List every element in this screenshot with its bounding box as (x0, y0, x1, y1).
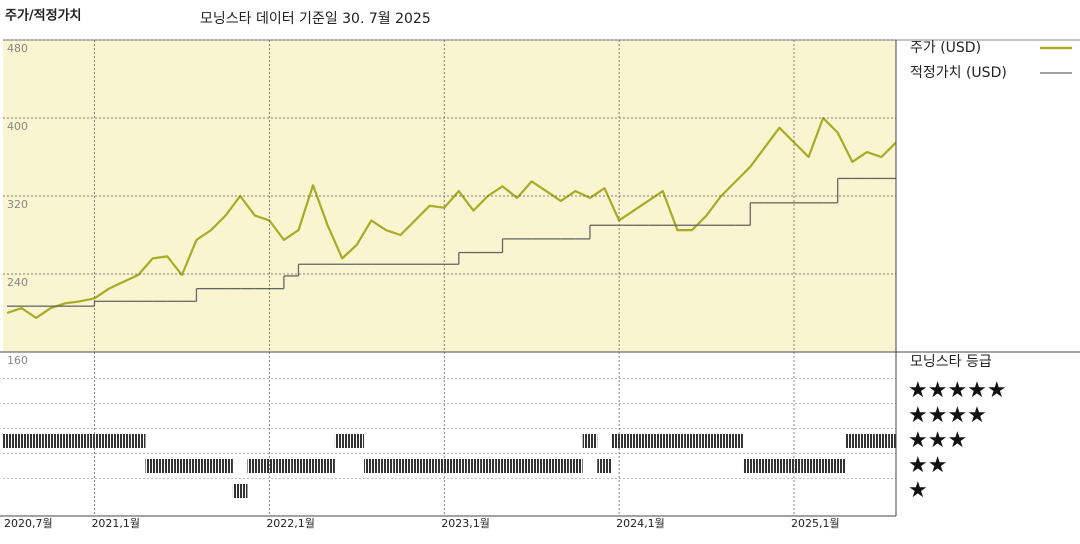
y-tick-label: 240 (7, 276, 28, 289)
rating-bar (699, 434, 714, 448)
rating-bar (58, 434, 73, 448)
rating-bar (43, 434, 59, 448)
rating-label: ★ (908, 478, 928, 503)
rating-bar (145, 459, 161, 473)
rating-bar (640, 434, 656, 448)
rating-bar (189, 459, 204, 473)
rating-bar (597, 459, 612, 473)
rating-bar (116, 434, 131, 448)
rating-bar (655, 434, 671, 448)
subtitle: 모닝스타 데이터 기준일 30. 7월 2025 (200, 11, 431, 27)
rating-bar (422, 459, 437, 473)
rating-bar (728, 434, 743, 448)
legend-label: 적정가치 (USD) (910, 65, 1007, 81)
rating-bar (538, 459, 554, 473)
rating-bar (553, 459, 569, 473)
rating-bar (451, 459, 467, 473)
rating-bar (801, 459, 816, 473)
y-tick-label: 400 (7, 120, 28, 133)
rating-bar (378, 459, 394, 473)
rating-bar (305, 459, 321, 473)
rating-bar (14, 434, 29, 448)
rating-label: ★★★★★ (908, 378, 1007, 403)
x-tick-label: 2022,1월 (266, 517, 315, 530)
rating-bar (101, 434, 117, 448)
rating-bar (757, 459, 773, 473)
title: 주가/적정가치 (5, 8, 82, 24)
rating-bar (495, 459, 510, 473)
rating-bar (203, 459, 219, 473)
rating-bar (713, 434, 729, 448)
rating-bar (334, 434, 350, 448)
rating-bar (480, 459, 496, 473)
rating-bar (72, 434, 88, 448)
rating-bar (524, 459, 539, 473)
rating-label: ★★ (908, 453, 947, 478)
rating-bar (160, 459, 175, 473)
y-tick-label: 480 (7, 42, 28, 55)
rating-bar (815, 459, 831, 473)
rating-label: ★★★★ (908, 403, 987, 428)
rating-bar (626, 434, 641, 448)
rating-bar (3, 434, 15, 448)
rating-bar (349, 434, 365, 448)
rating-bar (174, 459, 190, 473)
rating-bar (830, 459, 845, 473)
rating-bar (247, 459, 263, 473)
x-tick-label: 2020,7월 (4, 517, 53, 530)
rating-bar (859, 434, 875, 448)
rating-bar (888, 434, 896, 448)
rating-bar (393, 459, 408, 473)
rating-bar (844, 434, 860, 448)
y-tick-label: 320 (7, 198, 28, 211)
y-tick-label: 160 (7, 354, 28, 367)
price-line (6, 116, 896, 319)
x-tick-label: 2024,1월 (616, 517, 665, 530)
legend-label: 주가 (USD) (910, 40, 981, 56)
rating-bar (874, 434, 889, 448)
rating-bar (407, 459, 423, 473)
rating-bar (218, 459, 233, 473)
rating-bar (509, 459, 525, 473)
rating-bar (772, 459, 787, 473)
rating-bar (568, 459, 583, 473)
rating-title: 모닝스타 등급 (910, 354, 992, 370)
rating-bar (742, 459, 758, 473)
rating-bar (684, 434, 700, 448)
rating-bar (130, 434, 146, 448)
x-tick-label: 2025,1월 (791, 517, 840, 530)
rating-bar (232, 484, 248, 498)
rating-bar (582, 434, 598, 448)
rating-bar (466, 459, 481, 473)
rating-label: ★★★ (908, 428, 967, 453)
rating-bar (291, 459, 306, 473)
rating-bar (28, 434, 44, 448)
rating-bar (320, 459, 335, 473)
rating-bar (670, 434, 685, 448)
x-tick-label: 2023,1월 (441, 517, 490, 530)
rating-bar (276, 459, 292, 473)
x-tick-label: 2021,1월 (91, 517, 140, 530)
rating-bar (364, 459, 379, 473)
